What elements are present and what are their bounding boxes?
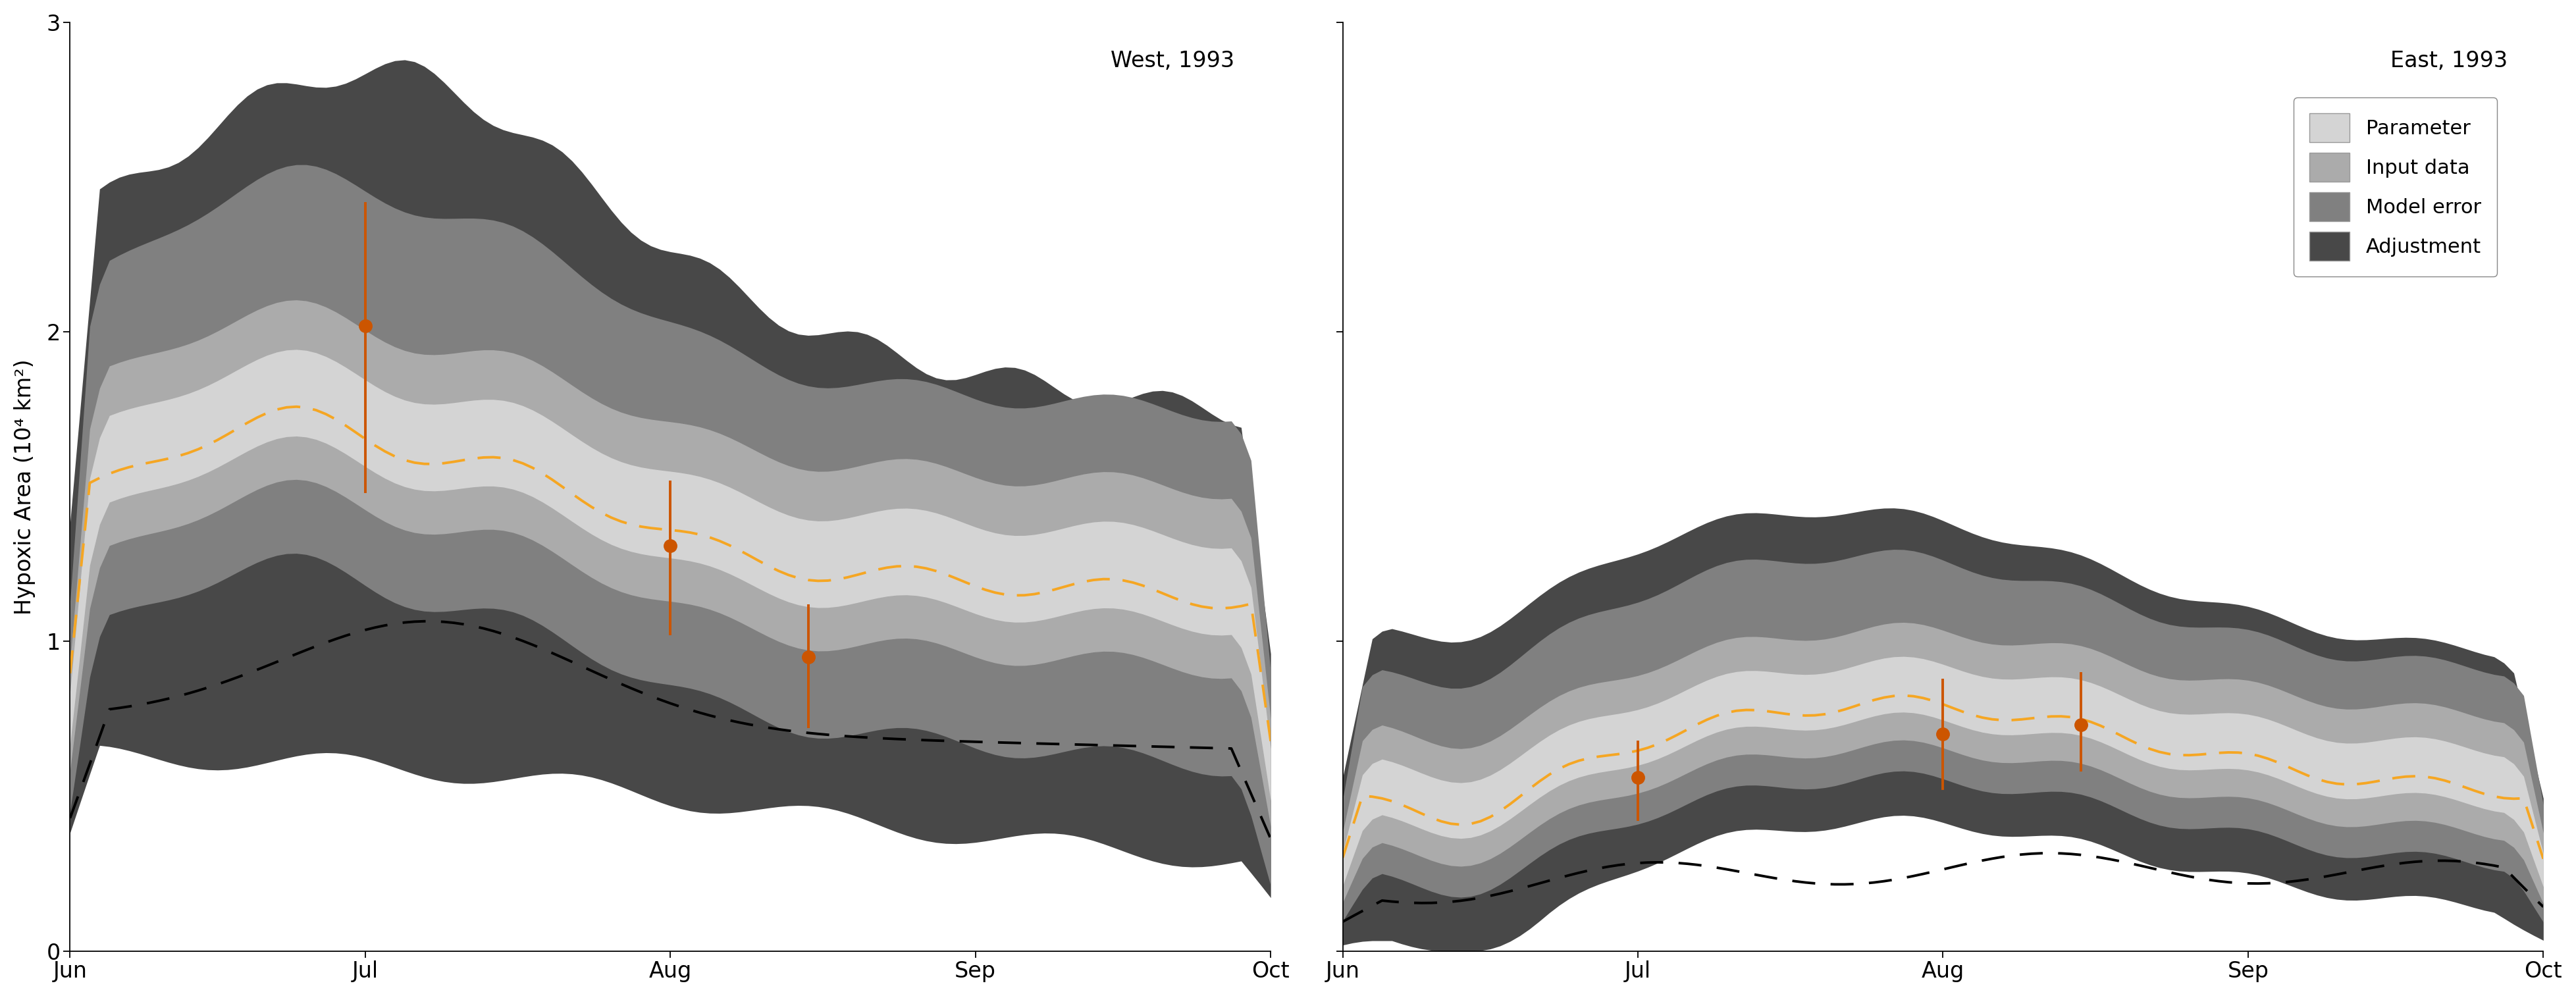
- Text: East, 1993: East, 1993: [2391, 50, 2506, 72]
- Y-axis label: Hypoxic Area (10⁴ km²): Hypoxic Area (10⁴ km²): [13, 359, 36, 615]
- Legend: Parameter, Input data, Model error, Adjustment: Parameter, Input data, Model error, Adju…: [2293, 98, 2496, 277]
- Text: West, 1993: West, 1993: [1110, 50, 1234, 72]
